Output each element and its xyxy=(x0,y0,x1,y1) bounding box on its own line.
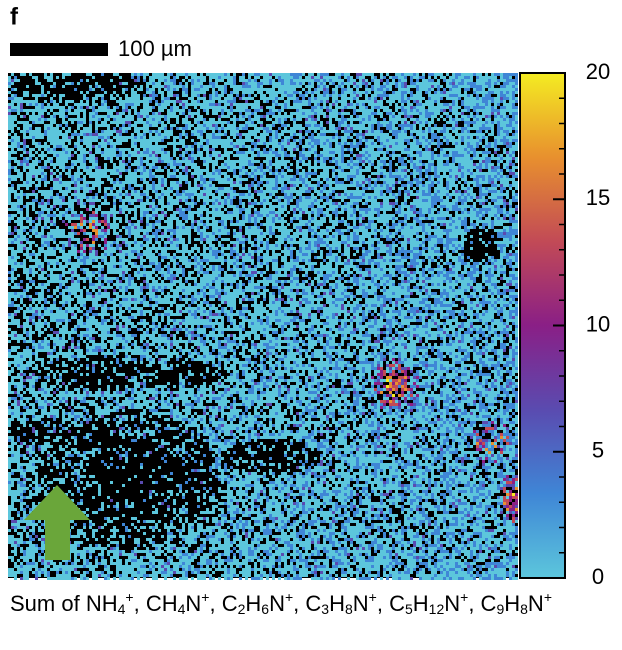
ion-image xyxy=(8,73,518,580)
scale-bar-label: 100 µm xyxy=(118,36,192,61)
formula-part: C xyxy=(305,591,322,616)
formula-part: N xyxy=(185,591,202,616)
formula-part: 12 xyxy=(428,601,445,617)
caption-prefix: Sum of xyxy=(10,591,86,616)
formula-part: + xyxy=(284,589,294,605)
formula-part: NH xyxy=(85,591,118,616)
formula-part: 8 xyxy=(520,601,528,617)
image-pixels xyxy=(8,73,518,580)
tick-label: 20 xyxy=(586,59,610,84)
tick-label: 0 xyxy=(592,564,604,588)
formula-part: 3 xyxy=(321,601,330,617)
formula-part: C xyxy=(480,591,497,616)
formula-part: + xyxy=(368,589,377,605)
formula-part: H xyxy=(329,591,345,616)
ion-formula: C2H6N+ xyxy=(221,589,294,617)
formula-part: N xyxy=(269,591,285,616)
formula-part: + xyxy=(125,589,134,605)
chart: f 100 µm 0 5 10 15 20 xyxy=(8,3,610,589)
ion-formula: NH4+ xyxy=(85,589,134,617)
formula-part: + xyxy=(543,589,552,605)
formula-part: H xyxy=(504,591,521,616)
formula-part: 4 xyxy=(117,601,126,617)
formula-part: + xyxy=(201,589,210,605)
tick-label: 5 xyxy=(592,438,604,463)
image-pixels xyxy=(8,73,518,580)
formula-part: 5 xyxy=(404,601,413,617)
formula-part: C xyxy=(389,591,405,616)
formula-part: N xyxy=(527,591,544,616)
scale-bar xyxy=(10,43,108,56)
arrow xyxy=(24,485,90,560)
formula-part: 9 xyxy=(496,601,505,617)
formula-part: + xyxy=(460,589,469,605)
formula-part: CH xyxy=(145,591,178,616)
ion-formula: C3H8N+ xyxy=(305,589,377,617)
ion-formula: CH4N+ xyxy=(145,589,210,617)
ion-formula: C5H12N+ xyxy=(389,589,469,617)
formula-part: 2 xyxy=(237,601,246,617)
formula-part: C xyxy=(221,591,238,616)
formula-part: 8 xyxy=(344,601,353,617)
formula-part: H xyxy=(412,591,429,616)
ion-formula: C9H8N+ xyxy=(480,589,552,617)
formula-part: H xyxy=(245,591,262,616)
formula-part: N xyxy=(444,591,461,616)
formula-part: 4 xyxy=(177,601,186,617)
tick-label: 10 xyxy=(586,311,610,336)
formula-part: N xyxy=(352,591,369,616)
panel-label: f xyxy=(10,3,19,30)
formula-part: 6 xyxy=(261,601,270,617)
tick-label: 15 xyxy=(586,185,610,210)
caption: Sum of NH4+, CH4N+, C2H6N+, C3H8N+, C5H1… xyxy=(10,589,552,617)
